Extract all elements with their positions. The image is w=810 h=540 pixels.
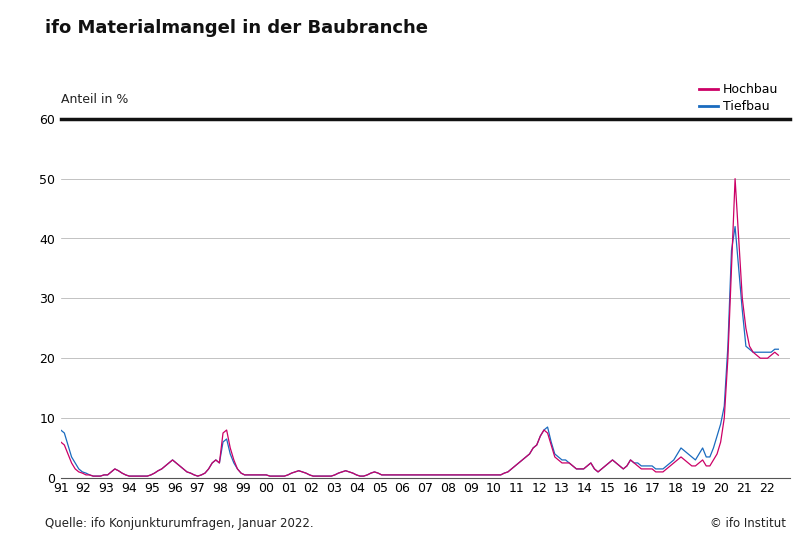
Legend: Hochbau, Tiefbau: Hochbau, Tiefbau bbox=[694, 78, 783, 118]
Text: Quelle: ifo Konjunkturumfragen, Januar 2022.: Quelle: ifo Konjunkturumfragen, Januar 2… bbox=[45, 517, 313, 530]
Text: © ifo Institut: © ifo Institut bbox=[710, 517, 786, 530]
Text: Anteil in %: Anteil in % bbox=[61, 93, 128, 106]
Text: ifo Materialmangel in der Baubranche: ifo Materialmangel in der Baubranche bbox=[45, 19, 428, 37]
